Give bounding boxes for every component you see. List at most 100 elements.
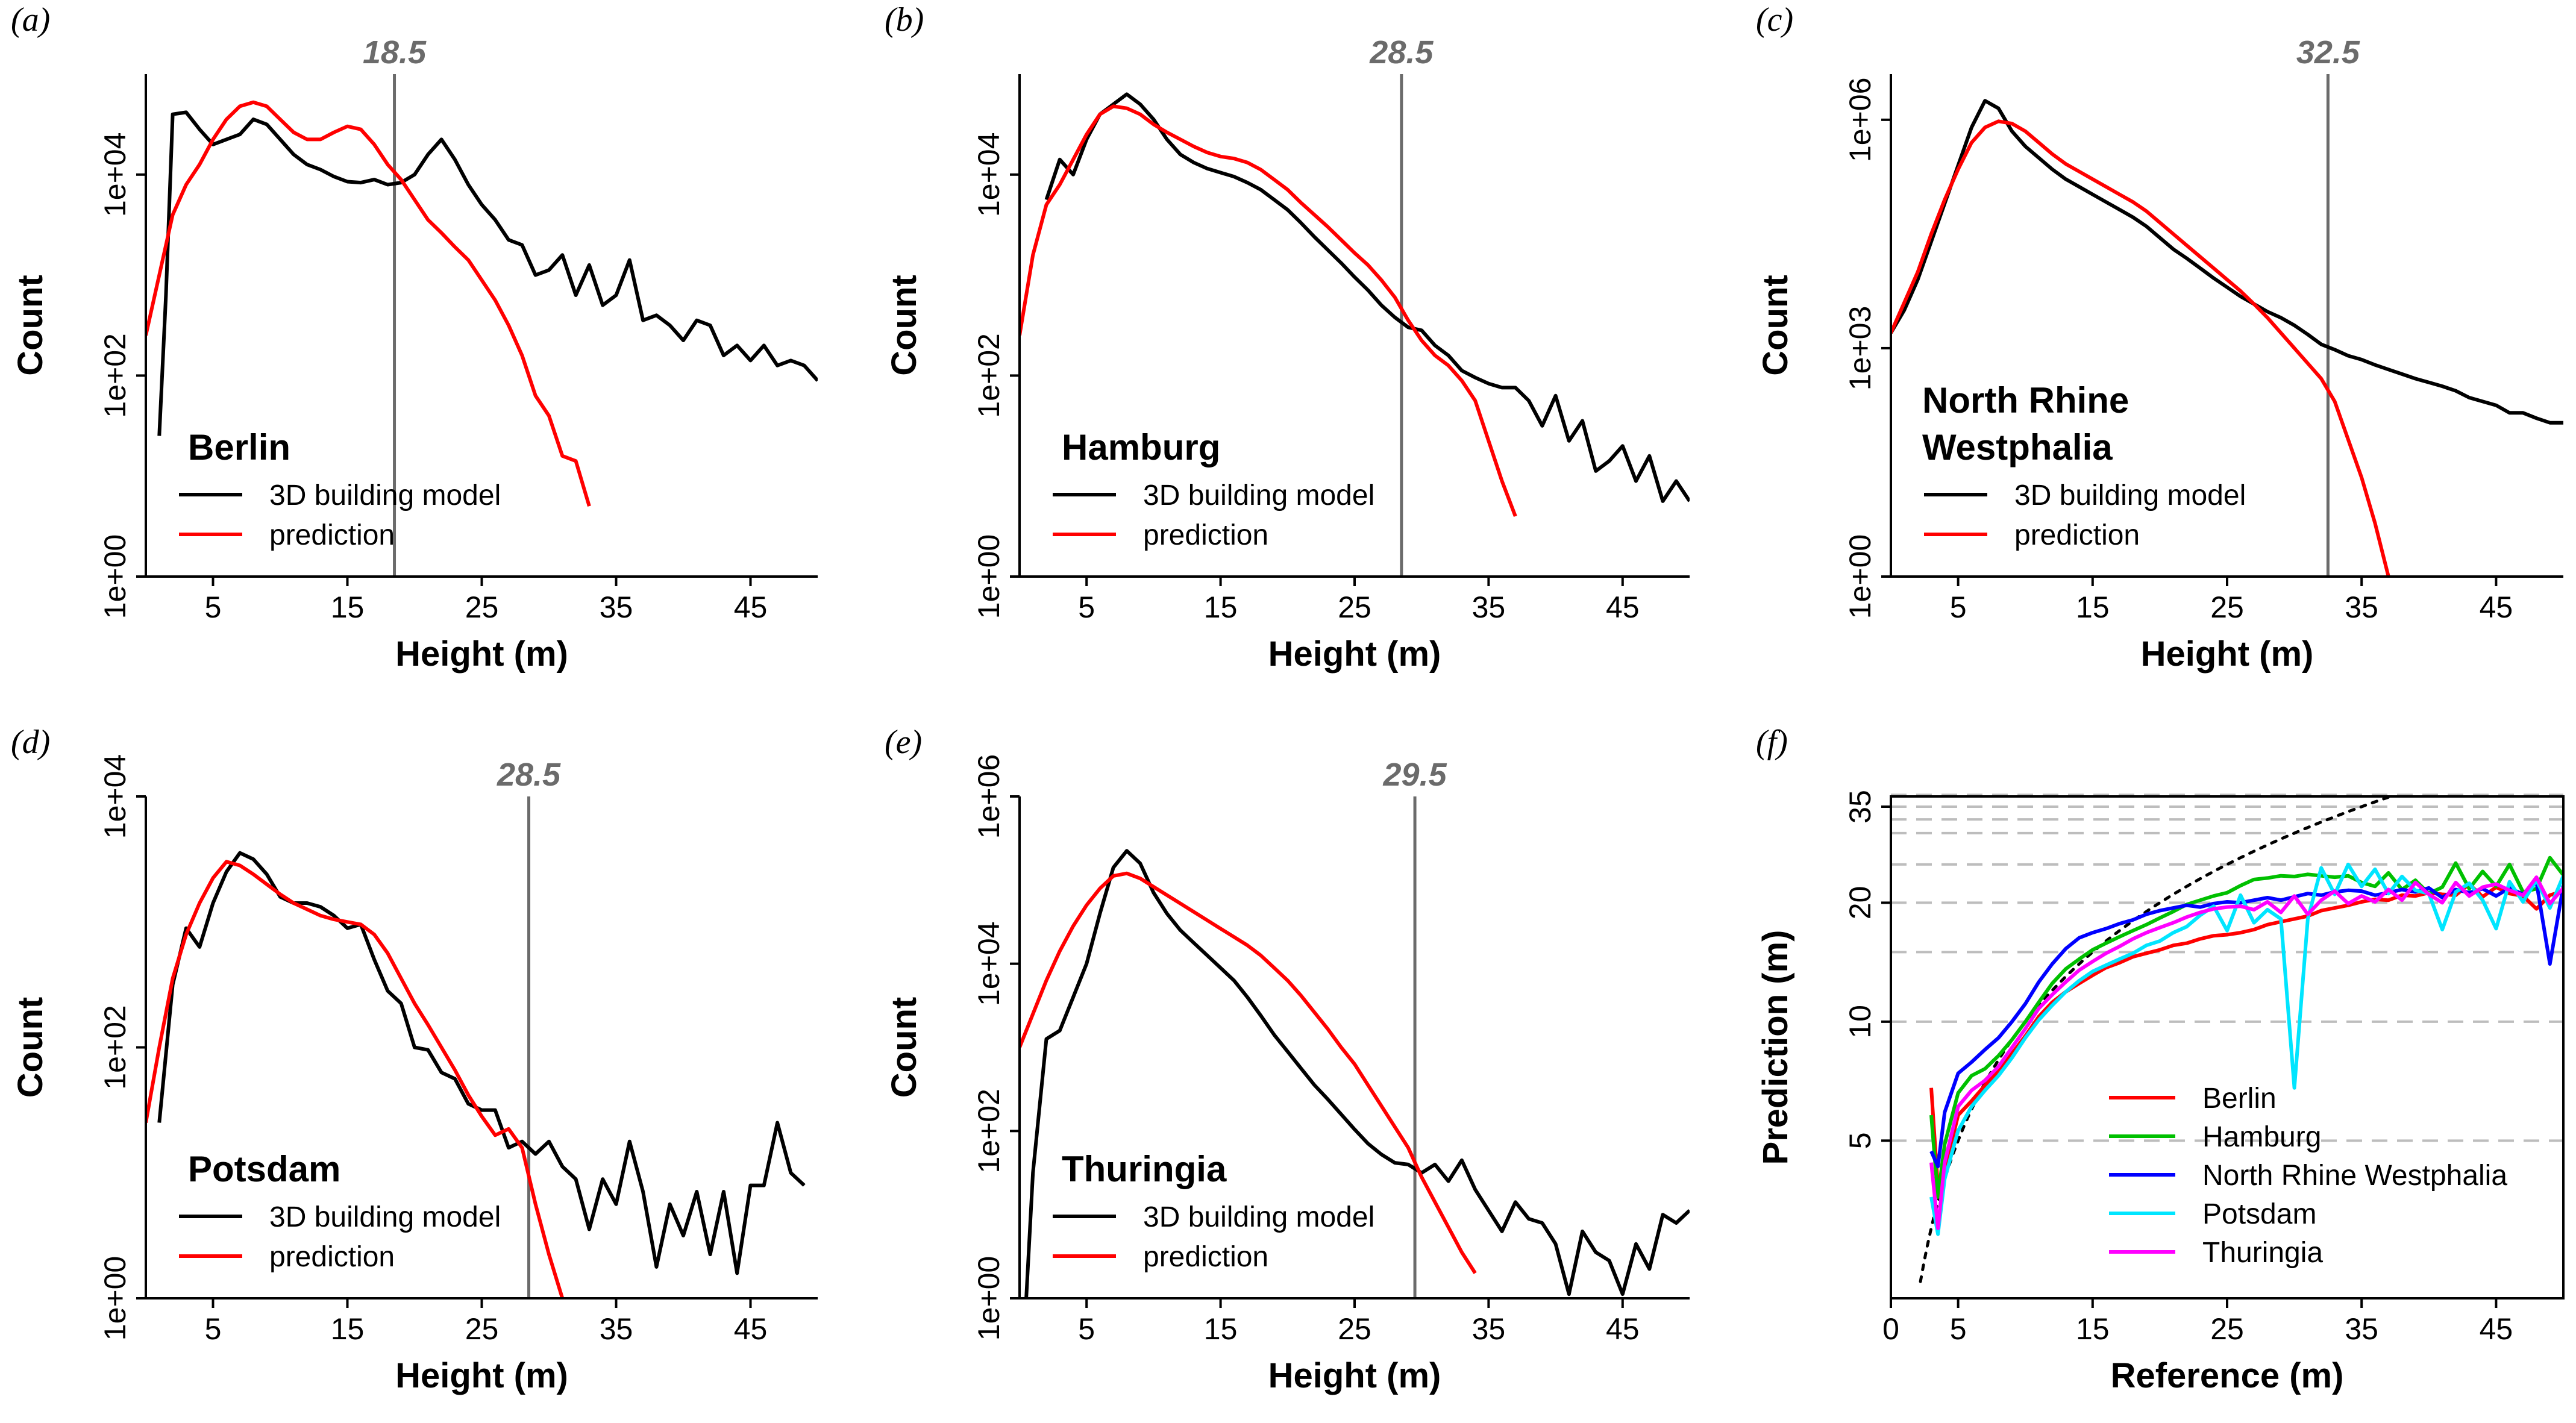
x-tick-label: 5 [1078,1312,1095,1346]
y-axis-title: Count [885,997,924,1098]
x-tick-label: 25 [1338,590,1371,624]
legend-entry: prediction [1143,1241,1268,1273]
x-tick-label: 35 [600,1312,633,1346]
series-line-hamburg [1929,855,2563,1199]
y-tick-label: 35 [1843,790,1877,824]
y-axis-title: Count [885,275,924,376]
y-tick-label: 1e+04 [98,133,132,217]
series-line-3d-building-model [1891,99,2563,425]
series-line-potsdam [1929,862,2563,1236]
legend-entry: North Rhine Westphalia [2202,1160,2507,1192]
x-tick-label: 45 [1606,590,1640,624]
y-tick-label: 1e+02 [972,333,1006,418]
cutoff-label: 28.5 [1369,34,1434,70]
legend-entry: Berlin [2202,1083,2277,1115]
x-tick-label: 45 [1606,1312,1640,1346]
y-tick-label: 1e+00 [1843,534,1877,619]
x-axis-title: Height (m) [395,1356,568,1395]
panel-letter: (c) [1756,1,1793,39]
cutoff-label: 18.5 [363,34,427,70]
x-tick-label: 5 [1078,590,1095,624]
x-tick-label: 25 [2210,1312,2244,1346]
y-tick-label: 20 [1843,886,1877,920]
panel-5: (e) 29.5 5 15 25 35 45 1e+00 1e+02 1e+04 1e+06 Heig… [885,724,1690,1395]
x-tick-label: 5 [205,1312,222,1346]
region-label: Potsdam [188,1149,340,1189]
region-label: Hamburg [1062,427,1220,468]
x-tick-label: 5 [1950,1312,1967,1346]
y-tick-label: 1e+04 [972,133,1006,217]
y-tick-label: 1e+06 [972,754,1006,839]
x-axis-title: Height (m) [395,634,568,674]
panel-letter: (e) [885,724,922,761]
x-tick-label: 35 [1472,590,1506,624]
legend-entry: prediction [2014,519,2140,551]
legend-entry: 3D building model [2014,480,2246,511]
x-tick-label: 45 [734,1312,768,1346]
x-tick-label: 0 [1882,1312,1899,1346]
y-tick-label: 1e+04 [98,754,132,839]
x-tick-label: 15 [1204,590,1238,624]
x-tick-label: 25 [465,1312,499,1346]
y-tick-label: 1e+00 [98,534,132,619]
panel-letter: (b) [885,1,924,39]
series-line-prediction [146,860,565,1298]
cutoff-label: 32.5 [2296,34,2360,70]
y-axis-title: Count [1756,275,1795,376]
region-label: North Rhine [1922,380,2129,421]
x-tick-label: 15 [331,590,365,624]
y-tick-label: 1e+02 [98,333,132,418]
x-tick-label: 45 [2480,590,2513,624]
y-tick-label: 1e+02 [98,1005,132,1089]
series-line-prediction [1020,104,1517,517]
x-axis-title: Reference (m) [2111,1356,2344,1395]
legend-entry: prediction [1143,519,1268,551]
series-line-thuringia [1929,875,2563,1230]
x-axis-title: Height (m) [1268,634,1441,674]
x-tick-label: 35 [1472,1312,1506,1346]
series-line-3d-building-model [1024,849,1690,1298]
series-line-prediction [1891,119,2390,577]
x-tick-label: 15 [2076,590,2110,624]
x-tick-label: 45 [2480,1312,2513,1346]
panel-4: (d) 28.5 5 15 25 35 45 1e+00 1e+02 1e+04 Height (m… [11,724,818,1395]
identity-line [1919,796,2395,1283]
y-tick-label: 1e+06 [1843,78,1877,162]
series-line-3d-building-model [1044,92,1690,503]
x-tick-label: 25 [2210,590,2244,624]
series-line-3d-building-model [157,110,818,436]
y-axis-title: Count [11,275,50,376]
series-line-north-rhine-westphalia [1929,880,2563,1169]
y-tick-label: 1e+04 [972,921,1006,1005]
legend-entry: 3D building model [1143,480,1374,511]
legend-entry: Hamburg [2202,1121,2321,1153]
y-tick-label: 1e+03 [1843,306,1877,390]
y-tick-label: 10 [1843,1005,1877,1039]
y-tick-label: 5 [1843,1132,1877,1149]
cutoff-label: 29.5 [1383,757,1447,793]
x-tick-label: 15 [2076,1312,2110,1346]
x-tick-label: 25 [1338,1312,1371,1346]
y-tick-label: 1e+00 [972,1256,1006,1340]
panel-2: (b) 28.5 5 15 25 35 45 1e+00 1e+02 1e+04 Height (m… [885,1,1690,674]
x-tick-label: 35 [2345,1312,2378,1346]
legend-entry: Thuringia [2202,1237,2323,1269]
panel-3: (c) 32.5 5 15 25 35 45 1e+00 1e+03 1e+06 Height (m… [1756,1,2563,674]
y-tick-label: 1e+02 [972,1089,1006,1173]
y-axis-title: Prediction (m) [1756,930,1795,1165]
region-label: Westphalia [1922,427,2113,468]
region-label: Thuringia [1062,1149,1227,1189]
region-label: Berlin [188,427,290,468]
x-tick-label: 15 [331,1312,365,1346]
x-tick-label: 45 [734,590,768,624]
legend-entry: 3D building model [269,480,501,511]
series-line-3d-building-model [157,851,806,1275]
y-axis-title: Count [11,997,50,1098]
legend-entry: prediction [269,1241,395,1273]
series-line-prediction [1020,871,1477,1274]
legend-entry: 3D building model [269,1201,501,1233]
y-tick-label: 1e+00 [972,534,1006,619]
legend-entry: Potsdam [2202,1198,2316,1230]
